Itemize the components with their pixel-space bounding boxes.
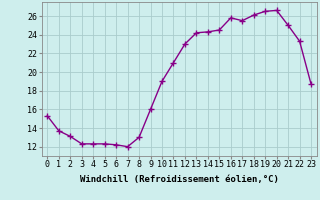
X-axis label: Windchill (Refroidissement éolien,°C): Windchill (Refroidissement éolien,°C) bbox=[80, 175, 279, 184]
